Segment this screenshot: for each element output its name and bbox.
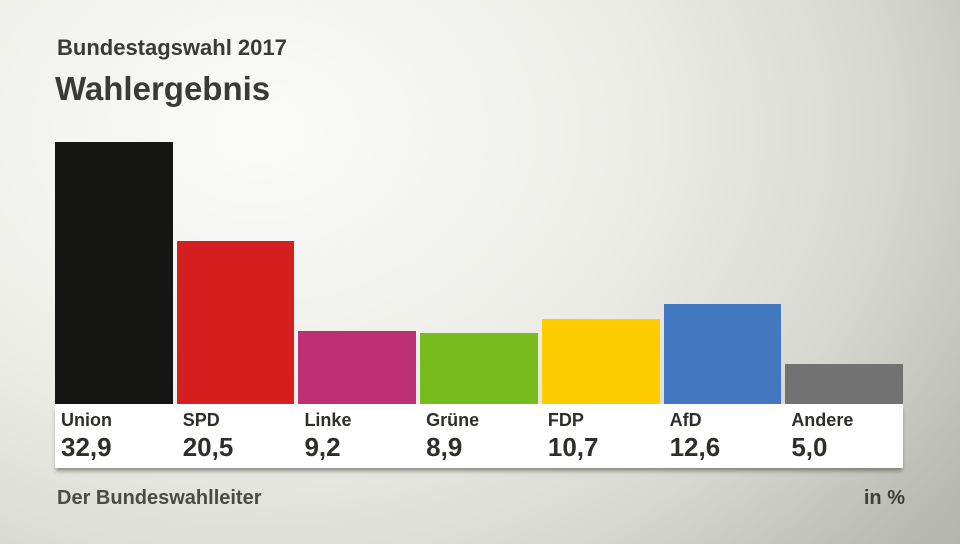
category-label-spd: SPD: [182, 410, 220, 430]
bar-union: [55, 142, 173, 404]
category-label-linke: Linke: [304, 410, 352, 430]
bar-chart: Union SPD Linke Grüne FDP AfD Andere 32,9 20,5 9…: [55, 142, 904, 468]
value-label-gruene: 8,9: [426, 432, 463, 462]
category-label-gruene: Grüne: [426, 410, 480, 430]
bar-afd: [663, 304, 782, 404]
bar-fdp: [541, 319, 660, 404]
value-label-afd: 12,6: [669, 432, 721, 462]
value-label-linke: 9,2: [304, 432, 341, 462]
chart-subtitle: Bundestagswahl 2017: [57, 35, 287, 60]
chart-title: Wahlergebnis: [55, 70, 271, 107]
unit-label: in %: [863, 487, 905, 509]
category-label-afd: AfD: [669, 410, 702, 430]
value-label-union: 32,9: [61, 432, 112, 462]
category-label-andere: Andere: [791, 410, 854, 430]
category-label-fdp: FDP: [547, 410, 584, 430]
bars-row: [55, 142, 904, 404]
bar-linke: [298, 331, 417, 404]
bar-andere: [785, 364, 904, 404]
category-name-row: Union SPD Linke Grüne FDP AfD Andere: [55, 408, 903, 432]
bar-gruene: [420, 333, 538, 404]
label-strip: Union SPD Linke Grüne FDP AfD Andere 32,9 20,5 9…: [55, 404, 903, 468]
category-label-union: Union: [61, 410, 112, 430]
source-credit: Der Bundeswahlleiter: [57, 487, 262, 509]
value-label-fdp: 10,7: [547, 432, 599, 462]
category-value-row: 32,9 20,5 9,2 8,9 10,7 12,6 5,0: [55, 432, 903, 462]
bar-spd: [176, 241, 295, 404]
value-label-spd: 20,5: [182, 432, 234, 462]
value-label-andere: 5,0: [791, 432, 828, 462]
